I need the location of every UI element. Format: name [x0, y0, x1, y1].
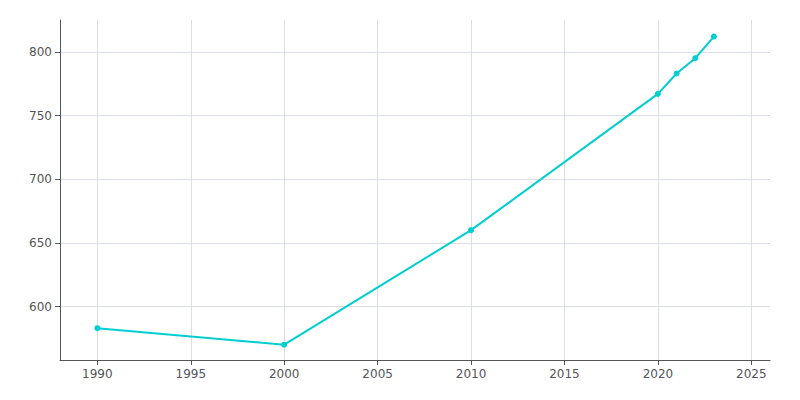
svg-text:1990: 1990 [82, 367, 113, 381]
svg-text:800: 800 [29, 45, 52, 59]
svg-text:750: 750 [29, 109, 52, 123]
svg-text:2005: 2005 [362, 367, 393, 381]
svg-text:2015: 2015 [549, 367, 580, 381]
svg-text:2000: 2000 [269, 367, 300, 381]
svg-text:600: 600 [29, 300, 52, 314]
svg-text:1995: 1995 [176, 367, 207, 381]
svg-text:2020: 2020 [643, 367, 674, 381]
svg-text:650: 650 [29, 236, 52, 250]
svg-text:2010: 2010 [456, 367, 487, 381]
svg-text:700: 700 [29, 172, 52, 186]
svg-text:2025: 2025 [736, 367, 767, 381]
